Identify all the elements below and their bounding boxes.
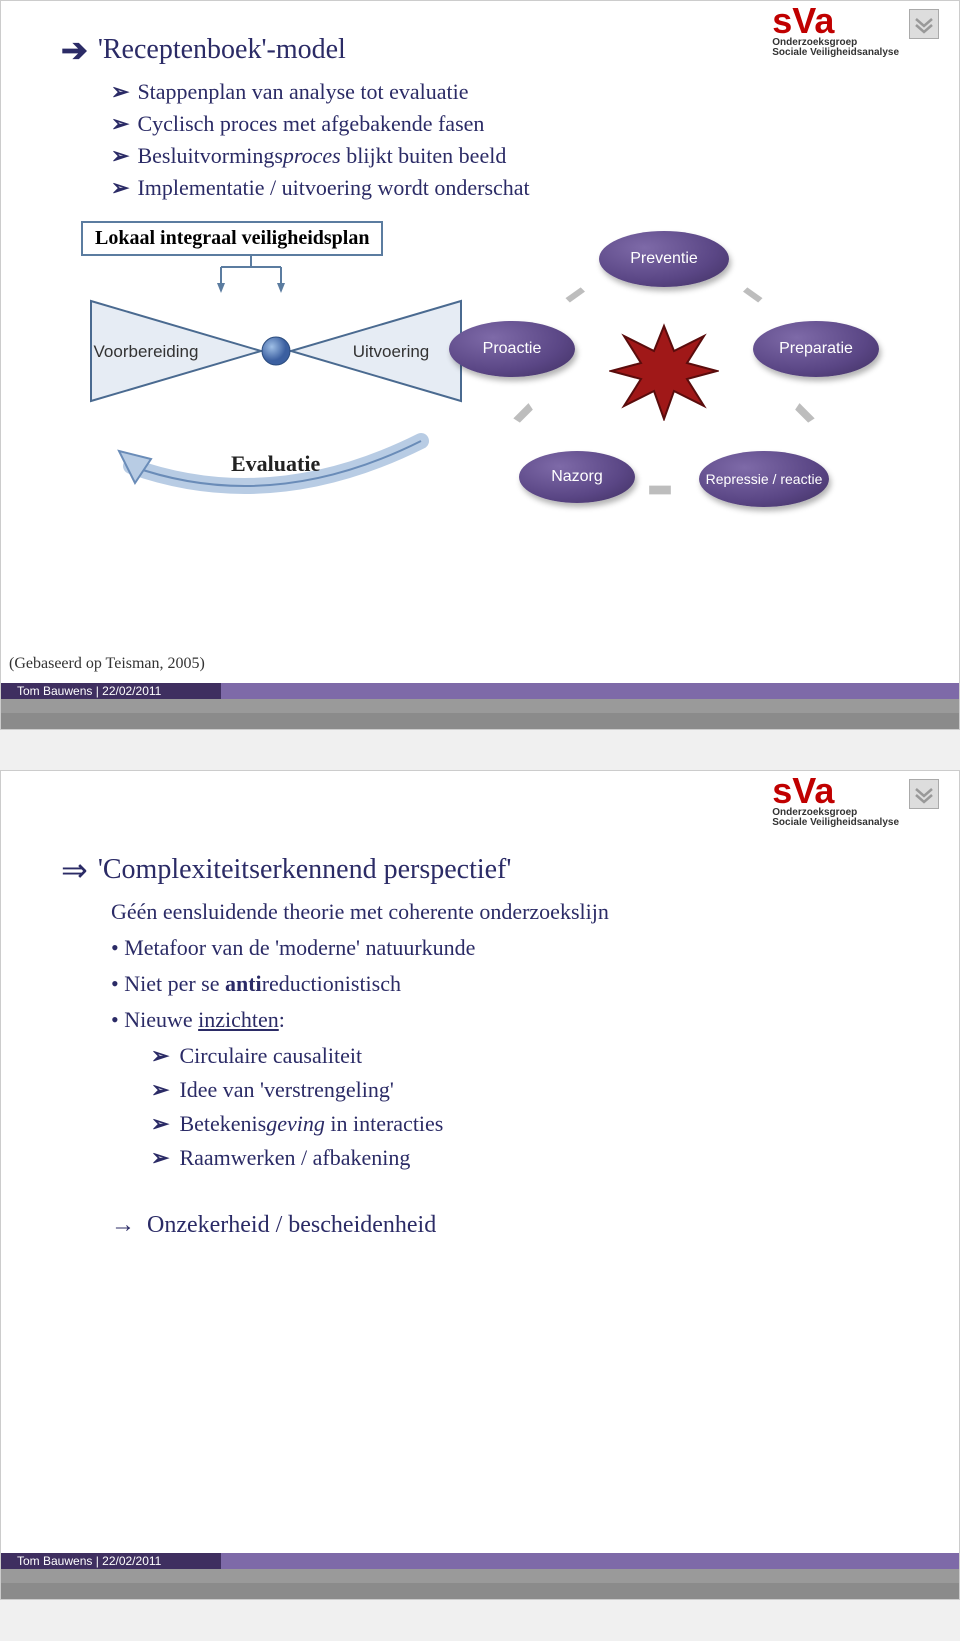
bullet-2: ➢Cyclisch proces met afgebakende fasen [111, 111, 899, 137]
cycle-arrow-icon [647, 477, 673, 503]
slide1-bullets: ➢Stappenplan van analyse tot evaluatie ➢… [111, 79, 899, 201]
dot-metafoor: Metafoor van de 'moderne' natuurkunde [111, 935, 899, 961]
pill-preparatie: Preparatie [753, 321, 879, 377]
sub-raamwerken: ➢Raamwerken / afbakening [151, 1145, 899, 1171]
logo: sVa Onderzoeksgroep Sociale Veiligheidsa… [772, 7, 899, 58]
final-line: → Onzekerheid / bescheidenheid [111, 1211, 899, 1239]
bullet-3: ➢ Besluitvormingsproces blijkt buiten be… [111, 143, 899, 169]
logo: sVa Onderzoeksgroep Sociale Veiligheidsa… [772, 777, 899, 828]
arrow-icon: ➔ [61, 31, 88, 69]
bowtie-diagram: Voorbereiding Uitvoering [81, 291, 481, 431]
slide1-content: ➔ 'Receptenboek'-model ➢Stappenplan van … [1, 1, 959, 551]
chevron-icon: ➢ [151, 1145, 169, 1171]
slide2-title: 'Complexiteitserkennend perspectief' [98, 854, 512, 886]
footer-text: Tom Bauwens | 22/02/2011 [17, 1554, 161, 1568]
bullet-1: ➢Stappenplan van analyse tot evaluatie [111, 79, 899, 105]
dot-inzichten: Nieuwe inzichten: [111, 1007, 899, 1033]
corner-icon [909, 9, 939, 39]
arrow-icon: → [111, 1211, 135, 1239]
plan-box: Lokaal integraal veiligheidsplan [81, 221, 383, 256]
pill-repressie: Repressie / reactie [699, 451, 829, 507]
cycle-arrow-icon [559, 283, 585, 309]
implies-icon: ⇒ [61, 851, 88, 889]
chevron-icon: ➢ [111, 175, 129, 201]
slide2-body: Géén eensluidende theorie met coherente … [111, 899, 899, 1171]
sub-circulaire: ➢Circulaire causaliteit [151, 1043, 899, 1069]
slide-1: sVa Onderzoeksgroep Sociale Veiligheidsa… [0, 0, 960, 730]
pill-nazorg: Nazorg [519, 451, 635, 503]
sub-betekenis: ➢ Betekenisgeving in interacties [151, 1111, 899, 1137]
inzichten-sublist: ➢Circulaire causaliteit ➢Idee van 'verst… [151, 1043, 899, 1171]
slide1-title: 'Receptenboek'-model [98, 34, 346, 66]
slide2-title-row: ⇒ 'Complexiteitserkennend perspectief' [61, 851, 899, 889]
slide-footer: Tom Bauwens | 22/02/2011 [1, 683, 959, 729]
chevron-icon: ➢ [151, 1111, 169, 1137]
bullet-4: ➢Implementatie / uitvoering wordt onders… [111, 175, 899, 201]
slide-2: sVa Onderzoeksgroep Sociale Veiligheidsa… [0, 770, 960, 1600]
sub-verstrengeling: ➢Idee van 'verstrengeling' [151, 1077, 899, 1103]
citation: (Gebaseerd op Teisman, 2005) [9, 655, 205, 673]
chevron-icon: ➢ [111, 79, 129, 105]
line-geen: Géén eensluidende theorie met coherente … [111, 899, 899, 925]
bowtie-right-label: Uitvoering [353, 342, 430, 361]
logo-line2: Sociale Veiligheidsanalyse [772, 48, 899, 58]
pill-proactie: Proactie [449, 321, 575, 377]
chevron-icon: ➢ [111, 143, 129, 169]
cycle-diagram: Preventie Proactie Preparatie Nazorg Rep… [449, 231, 879, 541]
pill-preventie: Preventie [599, 231, 729, 287]
bowtie-left-label: Voorbereiding [94, 342, 199, 361]
chevron-icon: ➢ [111, 111, 129, 137]
evaluation-label: Evaluatie [231, 451, 320, 477]
diagram-area: Lokaal integraal veiligheidsplan Voorber… [61, 221, 899, 551]
cycle-arrow-icon [509, 401, 535, 427]
cycle-arrow-icon [743, 283, 769, 309]
dot-antireduc: Niet per se antireductionistisch [111, 971, 899, 997]
slide2-content: ⇒ 'Complexiteitserkennend perspectief' G… [1, 771, 959, 1239]
logo-line2: Sociale Veiligheidsanalyse [772, 818, 899, 828]
cycle-arrow-icon [793, 401, 819, 427]
footer-text: Tom Bauwens | 22/02/2011 [17, 684, 161, 698]
chevron-icon: ➢ [151, 1077, 169, 1103]
burst-icon [609, 321, 719, 421]
logo-mark: sVa [772, 7, 834, 36]
chevron-icon: ➢ [151, 1043, 169, 1069]
logo-mark: sVa [772, 777, 834, 806]
corner-icon [909, 779, 939, 809]
slide-footer: Tom Bauwens | 22/02/2011 [1, 1553, 959, 1599]
